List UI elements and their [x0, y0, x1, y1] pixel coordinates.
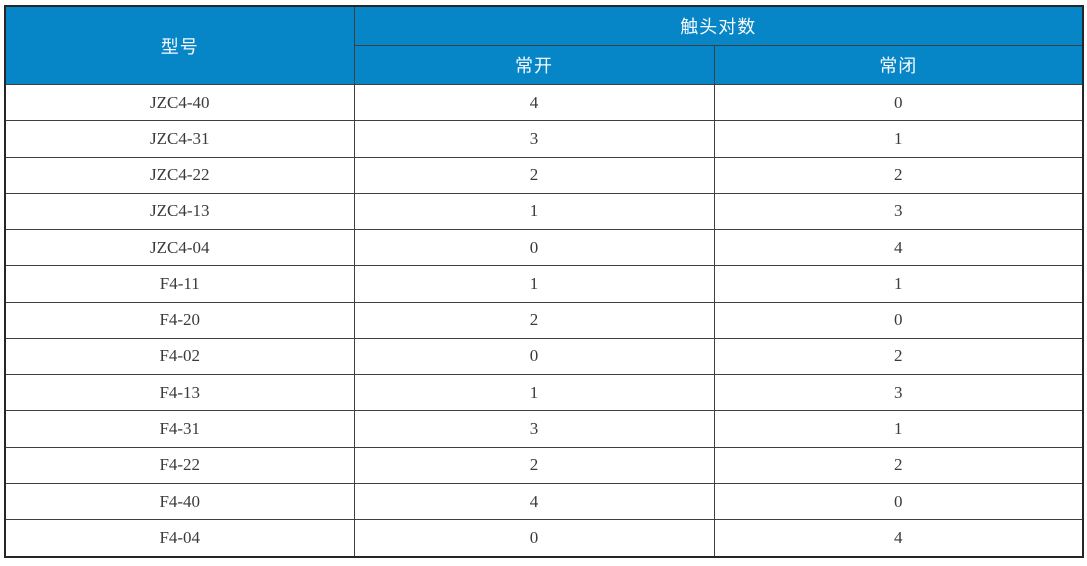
normally-closed-cell: 2: [713, 156, 1084, 194]
table-row: F4-20 2 0: [4, 301, 1084, 339]
model-cell: F4-11: [4, 265, 355, 303]
header-row-sub: 常开 常闭: [5, 45, 1084, 85]
column-header-normally-open: 常开: [353, 45, 715, 85]
model-cell: JZC4-04: [4, 229, 355, 267]
table-row: F4-11 1 1: [4, 265, 1084, 303]
model-cell: JZC4-31: [4, 120, 355, 158]
table-row: F4-31 3 1: [4, 410, 1084, 448]
table-row: JZC4-04 0 4: [4, 229, 1084, 267]
column-header-model: 型号: [4, 5, 355, 85]
model-cell: JZC4-22: [4, 156, 355, 194]
normally-open-cell: 1: [353, 192, 715, 231]
model-cell: JZC4-40: [4, 83, 355, 122]
normally-open-cell: 1: [353, 265, 715, 303]
normally-closed-cell: 2: [713, 337, 1084, 376]
normally-open-cell: 0: [353, 337, 715, 376]
table-header: 型号 触头对数 常开 常闭: [4, 5, 1084, 85]
normally-closed-cell: 2: [713, 446, 1084, 484]
normally-open-cell: 4: [353, 482, 715, 521]
normally-closed-cell: 4: [713, 519, 1084, 558]
normally-open-cell: 1: [353, 374, 715, 412]
model-cell: JZC4-13: [4, 192, 355, 231]
model-cell: F4-31: [4, 410, 355, 448]
model-cell: F4-20: [4, 301, 355, 339]
table-row: F4-40 4 0: [4, 482, 1084, 521]
normally-open-cell: 2: [353, 301, 715, 339]
table-row: F4-13 1 3: [4, 374, 1084, 412]
model-cell: F4-40: [4, 482, 355, 521]
table-row: JZC4-22 2 2: [4, 156, 1084, 194]
normally-open-cell: 4: [353, 83, 715, 122]
normally-open-cell: 3: [353, 410, 715, 448]
table-row: F4-02 0 2: [4, 337, 1084, 376]
normally-open-cell: 0: [353, 229, 715, 267]
table-row: JZC4-40 4 0: [4, 83, 1084, 122]
normally-closed-cell: 0: [713, 482, 1084, 521]
table-body: JZC4-40 4 0 JZC4-31 3 1 JZC4-22 2 2 JZC4…: [4, 83, 1084, 558]
column-header-normally-closed: 常闭: [713, 45, 1084, 85]
model-cell: F4-04: [4, 519, 355, 558]
normally-closed-cell: 4: [713, 229, 1084, 267]
column-header-contact-pairs: 触头对数: [353, 5, 1084, 46]
normally-closed-cell: 3: [713, 192, 1084, 231]
table-row: F4-04 0 4: [4, 519, 1084, 558]
normally-open-cell: 2: [353, 156, 715, 194]
model-cell: F4-13: [4, 374, 355, 412]
normally-closed-cell: 0: [713, 301, 1084, 339]
normally-closed-cell: 1: [713, 265, 1084, 303]
table-row: F4-22 2 2: [4, 446, 1084, 484]
normally-open-cell: 0: [353, 519, 715, 558]
model-cell: F4-02: [4, 337, 355, 376]
normally-closed-cell: 3: [713, 374, 1084, 412]
normally-open-cell: 3: [353, 120, 715, 158]
contact-pairs-table: 型号 触头对数 常开 常闭 JZC4-40 4 0 JZC4-31 3 1 JZ…: [4, 5, 1084, 558]
model-cell: F4-22: [4, 446, 355, 484]
normally-closed-cell: 1: [713, 120, 1084, 158]
table-row: JZC4-13 1 3: [4, 192, 1084, 231]
normally-closed-cell: 0: [713, 83, 1084, 122]
normally-closed-cell: 1: [713, 410, 1084, 448]
header-row-group: 型号 触头对数: [4, 5, 1084, 85]
normally-open-cell: 2: [353, 446, 715, 484]
table-row: JZC4-31 3 1: [4, 120, 1084, 158]
